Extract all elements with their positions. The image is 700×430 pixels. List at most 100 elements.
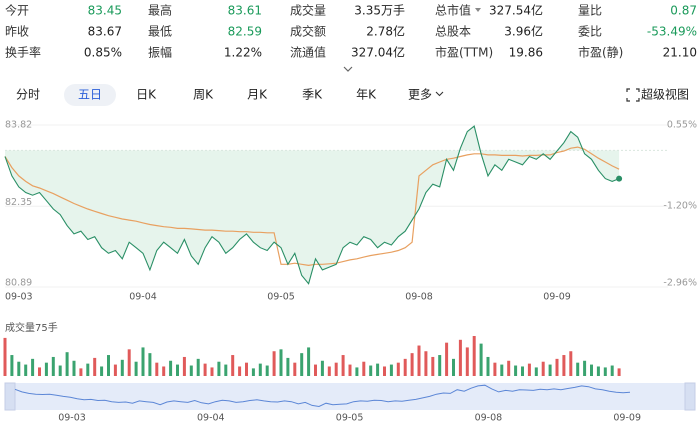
volume-bar: [251, 368, 255, 376]
volume-bar: [596, 366, 600, 376]
volume-bar: [162, 366, 166, 376]
volume-bar: [141, 347, 145, 376]
volume-bar: [10, 355, 14, 376]
dropdown-mark: [475, 8, 481, 12]
volume-bar: [148, 353, 152, 376]
quote-value: 327.04亿: [351, 45, 405, 60]
volume-bar: [320, 360, 324, 376]
average-line: [4, 146, 620, 267]
x-tick-label: 09-09: [543, 292, 571, 303]
navigator-line: [14, 384, 631, 408]
x-tick-label: 09-08: [405, 292, 433, 303]
volume-label: 成交量75手: [5, 321, 58, 334]
tab[interactable]: 日K: [136, 88, 157, 102]
volume-bar: [500, 364, 504, 376]
quote-label: 市盈(静): [578, 45, 623, 60]
price-line: [4, 125, 620, 285]
volume-bar: [203, 363, 207, 376]
volume-bar: [51, 356, 55, 376]
quote-value: 82.59: [228, 25, 262, 39]
quote-label: 换手率: [5, 45, 41, 60]
tab[interactable]: 更多: [408, 88, 432, 102]
volume-bar: [348, 364, 352, 376]
volume-bar: [17, 361, 21, 376]
volume-bar: [314, 364, 317, 376]
quote-label: 总市值: [435, 3, 471, 18]
volume-bar: [65, 352, 69, 376]
volume-bar: [217, 361, 221, 376]
y2-tick-label: 0.55%: [667, 120, 697, 131]
navigator-bg: [5, 383, 695, 410]
volume-bar: [576, 362, 580, 376]
tab[interactable]: 月K: [247, 88, 268, 102]
volume-bar: [603, 367, 607, 376]
volume-bar: [355, 367, 359, 376]
volume-bar: [3, 337, 7, 376]
x-tick-label: 09-05: [267, 292, 295, 303]
volume-bar: [286, 357, 290, 376]
volume-bar: [307, 347, 311, 376]
quote-value: 327.54亿: [489, 3, 543, 18]
volume-bar: [465, 347, 469, 376]
volume-bar: [341, 355, 345, 376]
volume-bar: [231, 355, 235, 376]
quote-label: 市盈(TTM): [435, 45, 493, 60]
volume-bar: [514, 365, 518, 376]
tab[interactable]: 五日: [78, 88, 102, 102]
volume-bar: [562, 355, 566, 376]
volume-bar: [24, 364, 28, 376]
volume-bar: [548, 364, 552, 376]
volume-bar: [410, 353, 414, 376]
volume-bar: [438, 355, 442, 376]
quote-value: 3.96亿: [504, 24, 543, 39]
volume-bar: [458, 339, 462, 376]
volume-bar: [362, 361, 366, 376]
volume-bar: [383, 366, 386, 376]
volume-bar: [541, 361, 545, 376]
volume-bar: [258, 363, 262, 376]
volume-bar: [486, 356, 490, 376]
volume-bar: [44, 362, 48, 376]
volume-bar: [238, 366, 242, 376]
volume-bar: [38, 367, 41, 376]
volume-bar: [445, 342, 449, 376]
y-tick-label: 82.35: [5, 197, 32, 208]
volume-bar: [265, 365, 269, 376]
super-view[interactable]: 超级视图: [641, 87, 689, 102]
tab[interactable]: 季K: [302, 88, 323, 102]
volume-bar: [224, 364, 228, 376]
volume-bar: [72, 360, 76, 376]
y2-tick-label: -2.96%: [663, 278, 697, 289]
volume-bar: [279, 349, 283, 376]
quote-value: 1.22%: [224, 46, 262, 60]
navigator-label: 09-04: [197, 413, 225, 424]
y2-tick-label: -1.20%: [663, 200, 697, 211]
quote-label: 委比: [578, 25, 602, 39]
volume-bar: [479, 343, 483, 376]
quote-value: 21.10: [663, 46, 697, 60]
tab[interactable]: 分时: [16, 88, 40, 102]
navigator-label: 09-05: [336, 413, 364, 424]
volume-bar: [155, 362, 159, 376]
price-area: [5, 126, 620, 284]
navigator-label: 09-08: [475, 413, 503, 424]
volume-bar: [169, 360, 173, 376]
tab[interactable]: 周K: [193, 88, 214, 102]
volume-bar: [327, 366, 331, 376]
navigator-handle-right[interactable]: [684, 382, 696, 411]
volume-bar: [293, 362, 297, 376]
expand-chevron[interactable]: [343, 66, 353, 72]
quote-label: 成交额: [290, 24, 326, 39]
volume-bar: [210, 367, 214, 376]
volume-bar: [58, 365, 62, 376]
volume-bar: [583, 360, 587, 376]
quote-label: 总股本: [435, 25, 471, 39]
volume-bar: [431, 356, 435, 376]
volume-bar: [555, 358, 559, 376]
quote-label: 成交量: [290, 3, 326, 18]
quote-value: 2.78亿: [366, 24, 405, 39]
navigator-label: 09-09: [613, 413, 641, 424]
navigator-handle-left[interactable]: [4, 382, 16, 411]
tab[interactable]: 年K: [356, 88, 377, 102]
